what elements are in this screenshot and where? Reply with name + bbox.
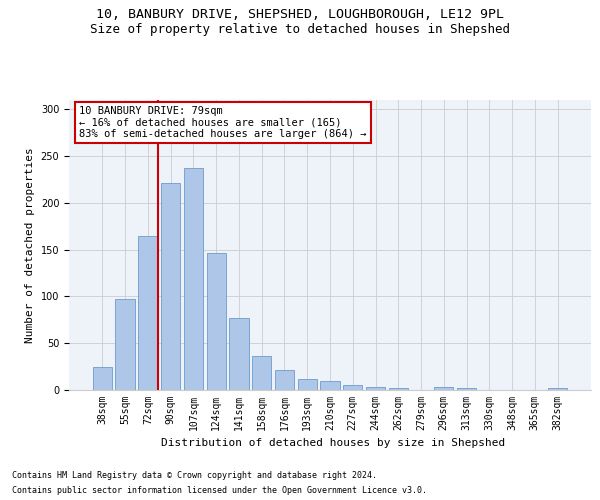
Text: Size of property relative to detached houses in Shepshed: Size of property relative to detached ho… xyxy=(90,22,510,36)
Bar xyxy=(366,387,385,390)
Bar xyxy=(115,300,135,390)
Text: Contains public sector information licensed under the Open Government Licence v3: Contains public sector information licen… xyxy=(12,486,427,495)
Bar xyxy=(184,168,203,390)
Bar xyxy=(275,370,294,390)
Text: Contains HM Land Registry data © Crown copyright and database right 2024.: Contains HM Land Registry data © Crown c… xyxy=(12,471,377,480)
Bar xyxy=(548,388,567,390)
Bar xyxy=(161,184,181,390)
Text: 10 BANBURY DRIVE: 79sqm
← 16% of detached houses are smaller (165)
83% of semi-d: 10 BANBURY DRIVE: 79sqm ← 16% of detache… xyxy=(79,106,367,139)
Bar xyxy=(434,387,454,390)
Bar xyxy=(138,236,158,390)
Bar xyxy=(206,254,226,390)
Bar xyxy=(252,356,271,390)
Bar xyxy=(320,380,340,390)
Bar xyxy=(93,366,112,390)
Y-axis label: Number of detached properties: Number of detached properties xyxy=(25,147,35,343)
Bar xyxy=(229,318,248,390)
Bar xyxy=(343,386,362,390)
Text: 10, BANBURY DRIVE, SHEPSHED, LOUGHBOROUGH, LE12 9PL: 10, BANBURY DRIVE, SHEPSHED, LOUGHBOROUG… xyxy=(96,8,504,20)
Bar xyxy=(457,388,476,390)
Bar xyxy=(389,388,408,390)
Bar xyxy=(298,379,317,390)
Text: Distribution of detached houses by size in Shepshed: Distribution of detached houses by size … xyxy=(161,438,505,448)
